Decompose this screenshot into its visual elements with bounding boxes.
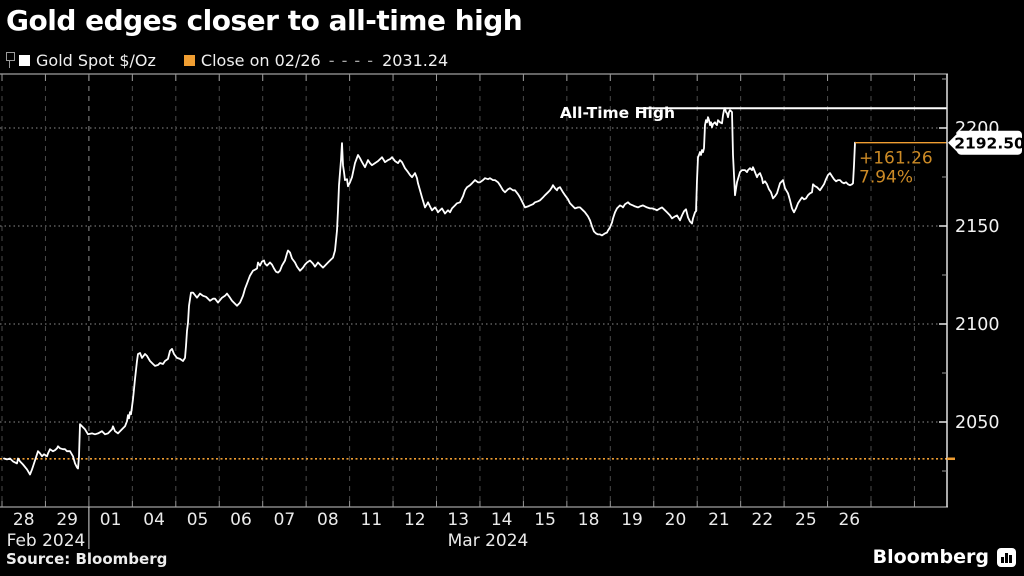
x-day-label: 14 <box>491 510 513 530</box>
x-day-label: 05 <box>187 510 209 530</box>
bloomberg-logo: Bloomberg <box>873 546 1016 568</box>
x-day-label: 08 <box>317 510 339 530</box>
price-line <box>3 107 856 476</box>
x-day-label: 07 <box>274 510 296 530</box>
series2-label: Close on 02/26 <box>200 50 321 70</box>
price-tag-pointer <box>948 132 958 153</box>
series1-label: Gold Spot $/Oz <box>36 50 156 70</box>
series2-value: 2031.24 <box>382 50 449 70</box>
source-credit: Source: Bloomberg <box>6 550 168 568</box>
series2-line-style-sample: - - - - <box>328 50 375 70</box>
x-day-label: 18 <box>578 510 600 530</box>
change-absolute-label: +161.26 <box>859 149 933 169</box>
annotation-pin-icon <box>5 52 15 68</box>
all-time-high-label: All-Time High <box>560 104 675 122</box>
bloomberg-terminal-icon <box>997 547 1016 567</box>
x-day-label: 01 <box>100 510 122 530</box>
change-percent-label: 7.94% <box>859 168 913 188</box>
x-day-label: 20 <box>665 510 687 530</box>
y-tick-label: 2150 <box>955 217 1000 237</box>
series1-swatch-icon <box>19 54 30 66</box>
x-day-label: 22 <box>752 510 774 530</box>
x-day-label: 13 <box>447 510 469 530</box>
x-month-label: Feb 2024 <box>7 531 86 551</box>
x-day-label: 12 <box>404 510 426 530</box>
series2-swatch-icon <box>183 54 195 66</box>
x-day-label: 19 <box>621 510 643 530</box>
chart-legend: Gold Spot $/Oz Close on 02/26 - - - - 20… <box>5 50 448 70</box>
x-day-label: 06 <box>230 510 252 530</box>
price-tag-value: 2192.50 <box>954 135 1024 153</box>
x-day-label: 28 <box>13 510 35 530</box>
chart-title: Gold edges closer to all-time high <box>6 4 523 37</box>
x-day-label: 04 <box>143 510 165 530</box>
x-day-label: 29 <box>56 510 78 530</box>
x-day-label: 15 <box>534 510 556 530</box>
y-tick-label: 2050 <box>955 413 1000 433</box>
y-tick-label: 2100 <box>955 315 1000 335</box>
x-day-label: 21 <box>708 510 730 530</box>
x-day-label: 25 <box>795 510 817 530</box>
x-day-label: 26 <box>838 510 860 530</box>
price-tag-box <box>957 130 1022 155</box>
x-day-label: 11 <box>361 510 383 530</box>
x-month-label: Mar 2024 <box>448 531 529 551</box>
bloomberg-logo-text: Bloomberg <box>872 546 989 568</box>
